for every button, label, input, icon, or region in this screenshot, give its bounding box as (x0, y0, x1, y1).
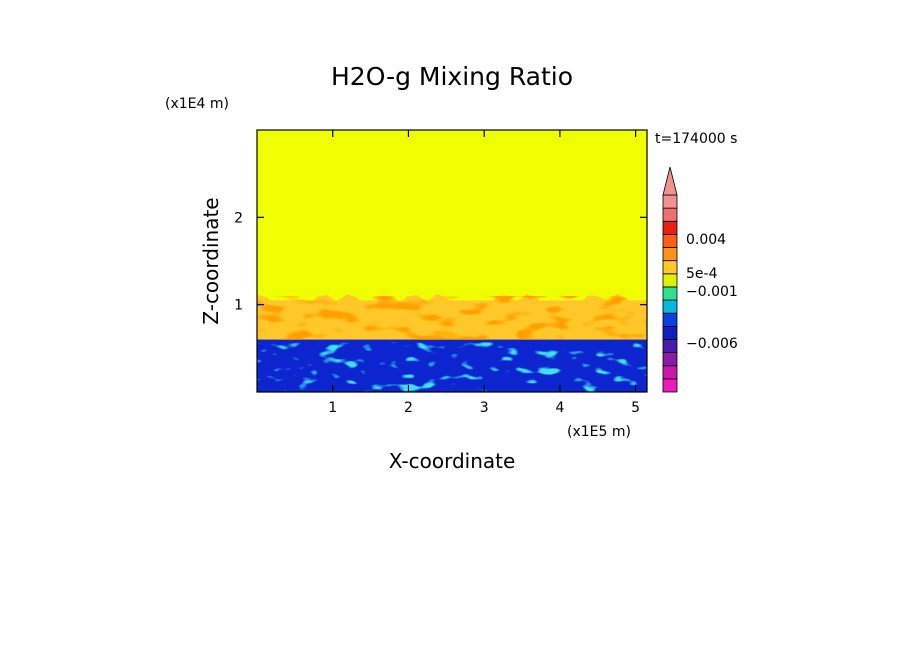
colorbar-segment-4 (662, 325, 678, 340)
y-axis-label: Z-coordinate (199, 197, 223, 324)
y-scale-label: (x1E4 m) (165, 96, 229, 112)
colorbar-segment-0 (662, 378, 678, 393)
colorbar-segment-10 (662, 247, 678, 262)
x-scale-label: (x1E5 m) (567, 424, 631, 440)
x-axis: 1 2 3 4 5 (328, 130, 640, 416)
field-lower-eddies (257, 342, 647, 392)
colorbar-segment-1 (662, 365, 678, 380)
colorbar-segment-13 (662, 207, 678, 222)
colorbar-label-0: 0.004 (686, 232, 726, 248)
colorbar-segment-6 (662, 299, 678, 314)
x-tick-label-2: 2 (404, 400, 413, 416)
x-tick-label-5: 5 (631, 400, 640, 416)
colorbar-segment-2 (662, 352, 678, 367)
field-region-0 (257, 130, 647, 301)
colorbar-label-3: −0.006 (686, 336, 738, 352)
plot-frame (256, 129, 648, 393)
y-axis: 12 (234, 210, 647, 314)
colorbar-segment-11 (662, 233, 678, 248)
colorbar-segment-9 (662, 260, 678, 275)
colorbar: 0.004 5e-4 −0.001 −0.006 (662, 166, 738, 393)
time-label: t=174000 s (655, 131, 737, 147)
y-tick-label-1: 1 (234, 298, 243, 314)
y-tick-label-2: 2 (234, 210, 243, 226)
colorbar-segment-12 (662, 220, 678, 235)
colorbar-segment-5 (662, 312, 678, 327)
chart-title: H2O-g Mixing Ratio (331, 62, 573, 91)
colorbar-segment-14 (662, 194, 678, 209)
x-tick-label-1: 1 (328, 400, 337, 416)
plot-field (257, 130, 647, 392)
colorbar-segment-8 (662, 273, 678, 288)
colorbar-label-1: 5e-4 (686, 266, 718, 282)
field-plumes (257, 296, 647, 340)
colorbar-extend-arrow (662, 166, 678, 196)
colorbar-label-2: −0.001 (686, 284, 738, 300)
x-tick-label-4: 4 (555, 400, 564, 416)
x-tick-label-3: 3 (480, 400, 489, 416)
colorbar-segment-3 (662, 339, 678, 354)
colorbar-segment-7 (662, 286, 678, 301)
x-axis-label: X-coordinate (389, 449, 516, 473)
